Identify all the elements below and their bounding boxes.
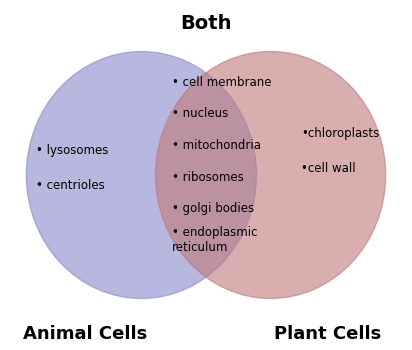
Text: • cell membrane: • cell membrane (172, 76, 271, 89)
Text: • ribosomes: • ribosomes (172, 170, 243, 183)
Text: • centrioles: • centrioles (36, 179, 105, 192)
Text: Animal Cells: Animal Cells (23, 325, 147, 343)
Text: • endoplasmic
reticulum: • endoplasmic reticulum (172, 226, 257, 254)
Text: • nucleus: • nucleus (172, 107, 228, 120)
Ellipse shape (26, 51, 256, 299)
Text: •chloroplasts: •chloroplasts (301, 127, 379, 140)
Text: Both: Both (180, 14, 232, 33)
Text: •cell wall: •cell wall (301, 162, 356, 175)
Text: • mitochondria: • mitochondria (172, 139, 261, 152)
Ellipse shape (156, 51, 386, 299)
Text: Plant Cells: Plant Cells (274, 325, 381, 343)
Text: • lysosomes: • lysosomes (36, 145, 109, 158)
Text: • golgi bodies: • golgi bodies (172, 202, 254, 215)
